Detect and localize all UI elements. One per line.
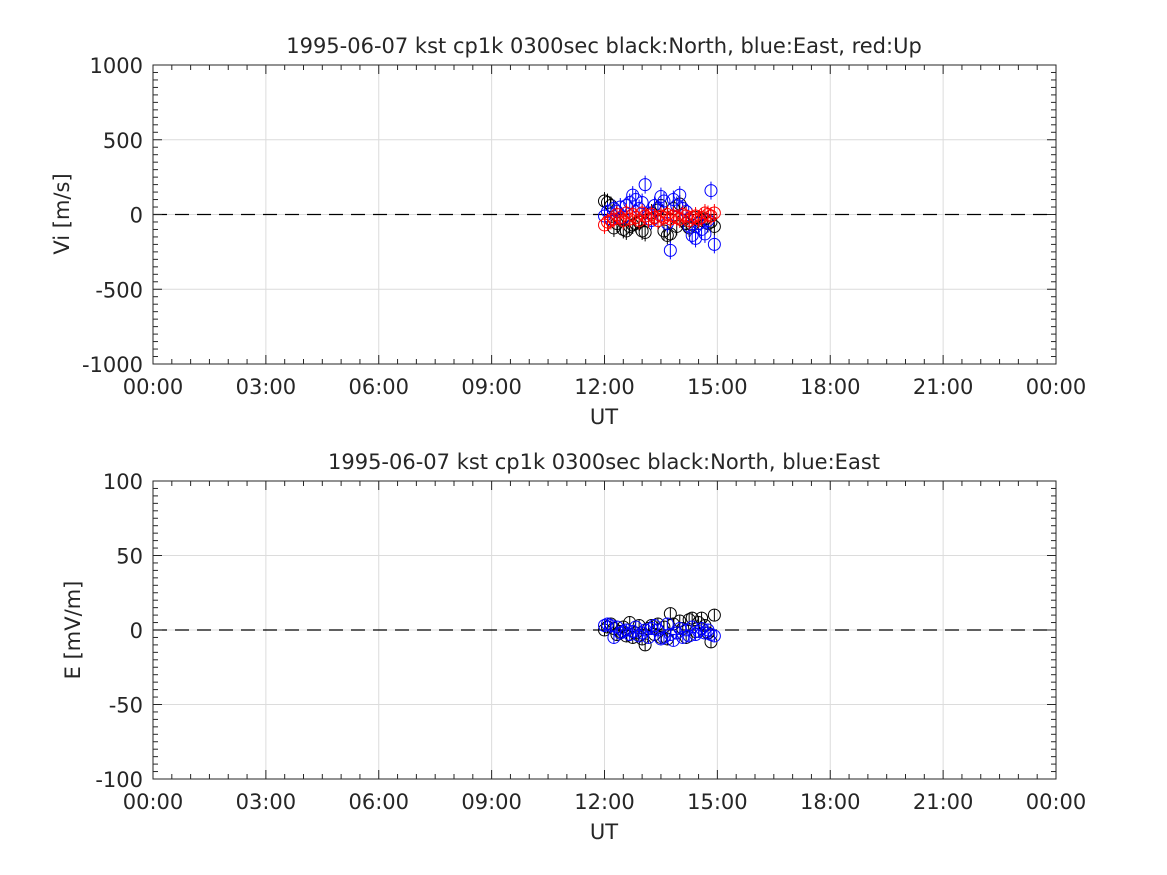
velocity-xtick-label: 18:00 (800, 375, 861, 399)
efield-plot-ylabel: E [mV/m] (61, 581, 85, 680)
efield-data-point (642, 630, 656, 644)
velocity-xtick-label: 21:00 (913, 375, 974, 399)
efield-ytick-label: -50 (109, 694, 143, 718)
efield-ytick-label: 100 (103, 470, 143, 494)
velocity-xtick-label: 03:00 (236, 375, 297, 399)
efield-xtick-label: 00:00 (1026, 790, 1087, 814)
velocity-plot-ylabel: Vi [m/s] (50, 173, 74, 254)
efield-xtick-label: 12:00 (574, 790, 635, 814)
velocity-data-point (638, 225, 652, 239)
efield-ytick-label: -100 (95, 768, 143, 792)
velocity-xtick-label: 15:00 (687, 375, 748, 399)
velocity-plot-xlabel: UT (590, 405, 618, 429)
velocity-xtick-label: 06:00 (348, 375, 409, 399)
velocity-data-point (704, 184, 718, 198)
velocity-xtick-label: 00:00 (1026, 375, 1087, 399)
efield-xtick-label: 21:00 (913, 790, 974, 814)
velocity-ytick-label: 0 (130, 204, 143, 228)
velocity-xtick-label: 09:00 (461, 375, 522, 399)
velocity-data-point (638, 178, 652, 192)
efield-plot-xlabel: UT (590, 820, 618, 844)
velocity-data-point (626, 188, 640, 202)
efield-ytick-label: 50 (116, 545, 143, 569)
velocity-plot: 1995-06-07 kst cp1k 0300sec black:North,… (50, 34, 1086, 429)
velocity-data-point (685, 228, 699, 242)
velocity-data-point (635, 224, 649, 238)
efield-data-point (666, 633, 680, 647)
velocity-plot-title: 1995-06-07 kst cp1k 0300sec black:North,… (286, 34, 922, 58)
velocity-data-point (673, 188, 687, 202)
velocity-xtick-label: 12:00 (574, 375, 635, 399)
velocity-data-point (707, 237, 721, 251)
efield-ytick-label: 0 (130, 619, 143, 643)
velocity-data-point (657, 194, 671, 208)
efield-data-point (648, 619, 662, 633)
efield-data-point (663, 607, 677, 621)
efield-data-point (707, 608, 721, 622)
velocity-series-up (598, 204, 721, 234)
efield-xtick-label: 09:00 (461, 790, 522, 814)
velocity-data-point (663, 243, 677, 257)
velocity-axes-frame (152, 64, 1057, 365)
efield-data-point (682, 613, 696, 627)
efield-xtick-label: 00:00 (123, 790, 184, 814)
efield-series-east (598, 617, 721, 647)
efield-xtick-label: 06:00 (348, 790, 409, 814)
velocity-ytick-label: -500 (95, 278, 143, 302)
efield-data-point (638, 638, 652, 652)
velocity-ytick-label: -1000 (82, 353, 143, 377)
efield-data-point (707, 629, 721, 643)
efield-xtick-label: 03:00 (236, 790, 297, 814)
velocity-xtick-label: 00:00 (123, 375, 184, 399)
velocity-ytick-label: 500 (103, 129, 143, 153)
velocity-data-point (704, 209, 718, 223)
velocity-data-point (698, 227, 712, 241)
efield-plot-title: 1995-06-07 kst cp1k 0300sec black:North,… (328, 450, 880, 474)
velocity-data-point (654, 190, 668, 204)
efield-plot: 1995-06-07 kst cp1k 0300sec black:North,… (61, 450, 1086, 844)
velocity-data-point (707, 206, 721, 220)
efield-xtick-label: 18:00 (800, 790, 861, 814)
efield-xtick-label: 15:00 (687, 790, 748, 814)
efield-data-point (660, 617, 674, 631)
efield-axes-frame (152, 480, 1057, 780)
velocity-ytick-label: 1000 (90, 54, 143, 78)
